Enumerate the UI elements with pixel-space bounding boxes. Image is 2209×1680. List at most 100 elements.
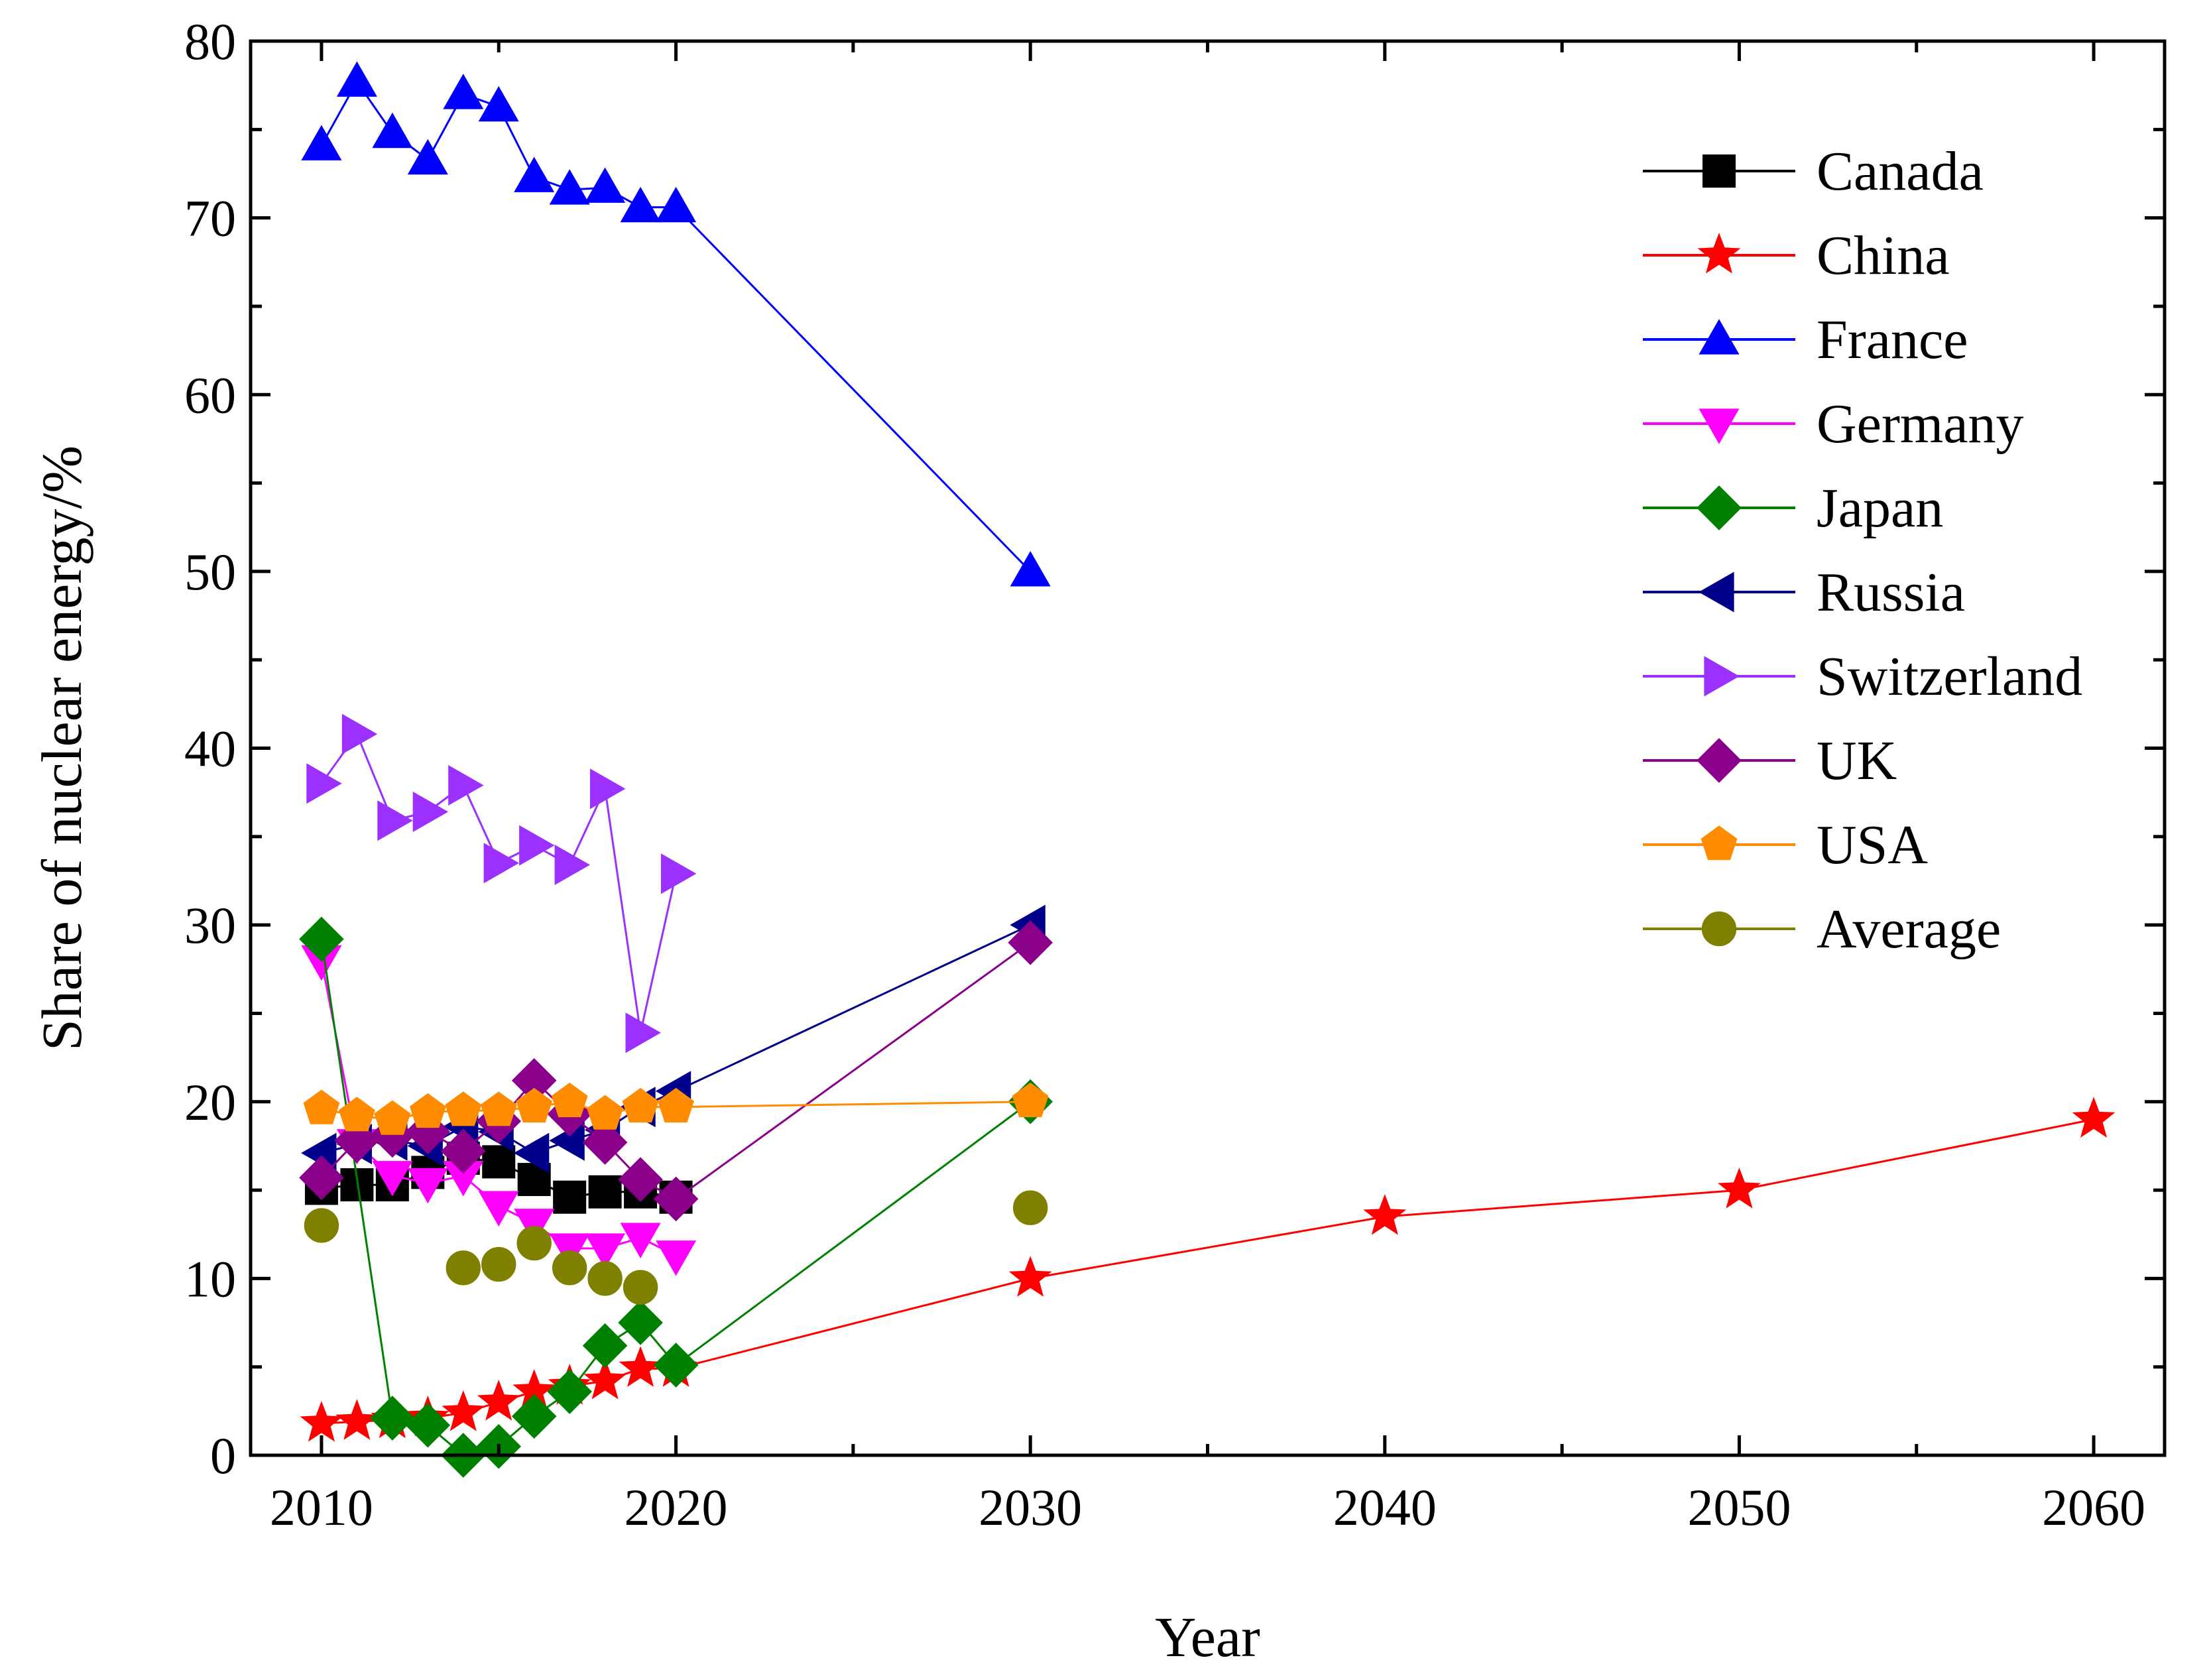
data-point-japan [618,1300,663,1345]
data-point-france [301,125,342,160]
legend-marker [1699,571,1734,613]
data-point-uk [370,1112,415,1158]
y-tick-label: 80 [184,13,236,70]
data-point-japan [299,916,344,962]
data-point-uk [618,1157,663,1202]
legend-marker [1699,319,1740,355]
data-point-switzerland [412,791,449,833]
data-point-uk [299,1155,344,1201]
x-tick-label: 2010 [270,1478,373,1536]
legend-item-usa: USA [1643,814,1928,876]
data-point-average [516,1225,552,1261]
data-point-usa [409,1093,446,1128]
data-point-average [304,1208,339,1243]
data-point-switzerland [341,713,378,754]
legend-label: Japan [1817,477,1943,539]
data-point-switzerland [625,1012,661,1053]
data-point-china [442,1390,485,1431]
legend-item-average: Average [1643,898,2001,960]
data-point-uk [653,1176,699,1222]
data-point-usa [587,1095,624,1130]
series-line-china [321,1118,2094,1425]
x-tick-label: 2050 [1687,1478,1791,1536]
data-point-china [1008,1256,1052,1297]
data-point-usa [480,1091,517,1126]
series-average [304,1190,1048,1305]
data-point-usa [658,1087,694,1123]
data-point-average [623,1270,658,1305]
data-point-uk [582,1120,628,1165]
data-point-usa [1012,1082,1049,1118]
data-point-china [300,1400,343,1442]
data-point-usa [303,1089,340,1124]
data-point-switzerland [519,825,555,866]
series-layer [299,61,2116,1478]
y-tick-label: 60 [184,366,236,424]
legend-item-uk: UK [1643,730,1897,792]
data-point-france [514,156,555,192]
legend-item-russia: Russia [1643,562,1965,623]
data-point-russia [513,1132,550,1173]
x-tick-label: 2020 [625,1478,728,1536]
ticks-layer: 2010 2020 2030 2040 2050 20600102030405060708… [184,13,2165,1536]
legend-label: UK [1817,730,1897,792]
legend-item-france: France [1643,309,1968,371]
data-point-average [1012,1190,1048,1225]
legend-label: Switzerland [1817,646,2082,707]
x-tick-label: 2040 [1333,1478,1437,1536]
data-point-germany [478,1191,519,1227]
data-point-germany [407,1168,448,1204]
data-point-china [2072,1097,2116,1138]
data-point-uk [405,1109,451,1154]
data-point-switzerland [661,853,697,894]
data-point-average [552,1250,587,1286]
y-tick-label: 40 [184,720,236,778]
series-usa [303,1082,1049,1135]
legend-item-germany: Germany [1643,393,2024,455]
data-point-china [619,1346,662,1387]
data-point-usa [516,1087,553,1123]
data-point-usa [445,1091,482,1126]
data-point-usa [374,1100,411,1135]
data-point-canada [588,1175,622,1209]
series-france [301,61,1051,587]
data-point-usa [622,1087,659,1123]
y-tick-label: 20 [184,1073,236,1131]
data-point-china [477,1379,520,1421]
legend-label: France [1817,309,1968,371]
data-point-switzerland [590,768,626,810]
legend-item-japan: Japan [1643,477,1943,539]
y-tick-label: 30 [184,896,236,954]
data-point-germany [585,1233,626,1269]
data-point-uk [334,1118,380,1164]
data-point-canada [482,1145,516,1179]
legend-marker [1699,408,1740,444]
y-tick-label: 0 [210,1427,236,1484]
data-point-switzerland [554,844,591,886]
data-point-germany [372,1161,413,1197]
legend-label: Russia [1817,562,1965,623]
data-point-uk [440,1128,486,1174]
data-point-china [335,1399,379,1440]
data-point-germany [656,1240,697,1276]
series-switzerland [306,713,697,1053]
x-axis-title: Year [1155,1605,1260,1669]
data-point-switzerland [448,764,484,806]
y-tick-label: 50 [184,543,236,601]
data-point-france [656,186,697,223]
data-point-france [585,167,626,203]
y-tick-label: 70 [184,190,236,247]
data-point-japan [582,1323,628,1368]
legend-marker [1697,738,1742,783]
data-point-china [583,1358,627,1400]
data-point-france [620,186,661,223]
legend-marker [1701,911,1737,947]
legend-marker [1701,825,1738,861]
legend-marker [1702,154,1736,188]
data-point-switzerland [306,763,342,804]
data-point-average [481,1246,516,1282]
data-point-japan [653,1343,699,1388]
data-point-uk [1008,920,1053,965]
legend-label: China [1817,225,1950,286]
legend-label: Germany [1817,393,2024,455]
